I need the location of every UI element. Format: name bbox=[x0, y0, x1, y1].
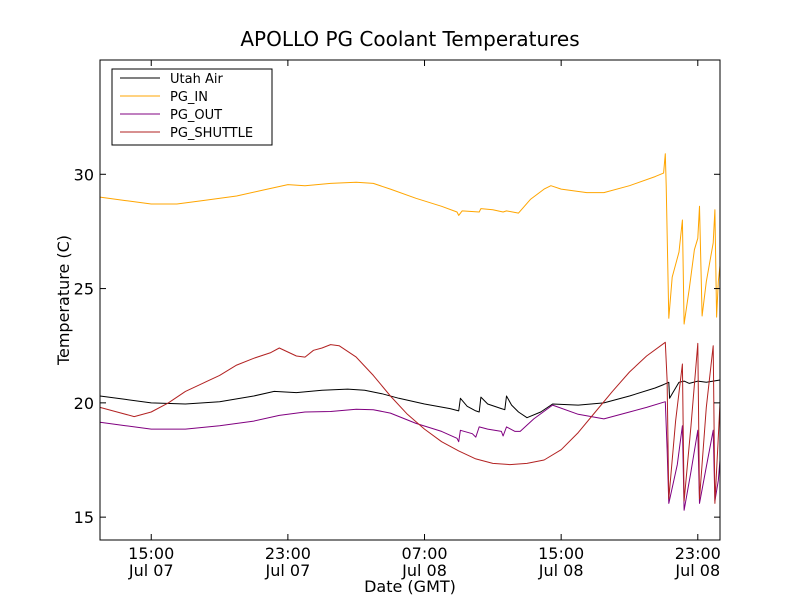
legend-label-pg-shuttle: PG_SHUTTLE bbox=[170, 126, 253, 141]
series-line-pg-in bbox=[99, 153, 721, 325]
x-tick-label-time: 07:00 bbox=[401, 544, 447, 563]
x-tick-label-date: Jul 08 bbox=[538, 561, 584, 580]
y-tick-label: 30 bbox=[74, 165, 94, 184]
legend-label-utah-air: Utah Air bbox=[170, 72, 223, 87]
x-axis-label: Date (GMT) bbox=[364, 577, 456, 596]
y-tick-label: 15 bbox=[74, 508, 94, 527]
chart-title: APOLLO PG Coolant Temperatures bbox=[240, 27, 579, 51]
y-tick-label: 20 bbox=[74, 394, 94, 413]
x-tick-label-time: 23:00 bbox=[675, 544, 721, 563]
x-tick-label-time: 15:00 bbox=[538, 544, 584, 563]
legend: Utah Air PG_IN PG_OUT PG_SHUTTLE bbox=[111, 68, 273, 146]
y-axis-label: Temperature (C) bbox=[54, 235, 73, 366]
series-layer bbox=[99, 153, 721, 511]
series-line-utah-air bbox=[99, 379, 721, 419]
x-tick-label-date: Jul 08 bbox=[674, 561, 720, 580]
series-line-pg-out bbox=[99, 401, 721, 511]
y-tick-label: 25 bbox=[74, 280, 94, 299]
series-line-pg-shuttle bbox=[99, 341, 721, 504]
plot-frame bbox=[99, 59, 721, 541]
x-tick-label-date: Jul 07 bbox=[265, 561, 311, 580]
x-tick-label-time: 23:00 bbox=[265, 544, 311, 563]
legend-label-pg-out: PG_OUT bbox=[170, 108, 222, 123]
x-tick-label-date: Jul 08 bbox=[401, 561, 447, 580]
x-tick-label-date: Jul 07 bbox=[128, 561, 174, 580]
y-axis: 15 20 25 30 bbox=[74, 165, 720, 527]
legend-label-pg-in: PG_IN bbox=[170, 90, 208, 105]
x-tick-label-time: 15:00 bbox=[128, 544, 174, 563]
